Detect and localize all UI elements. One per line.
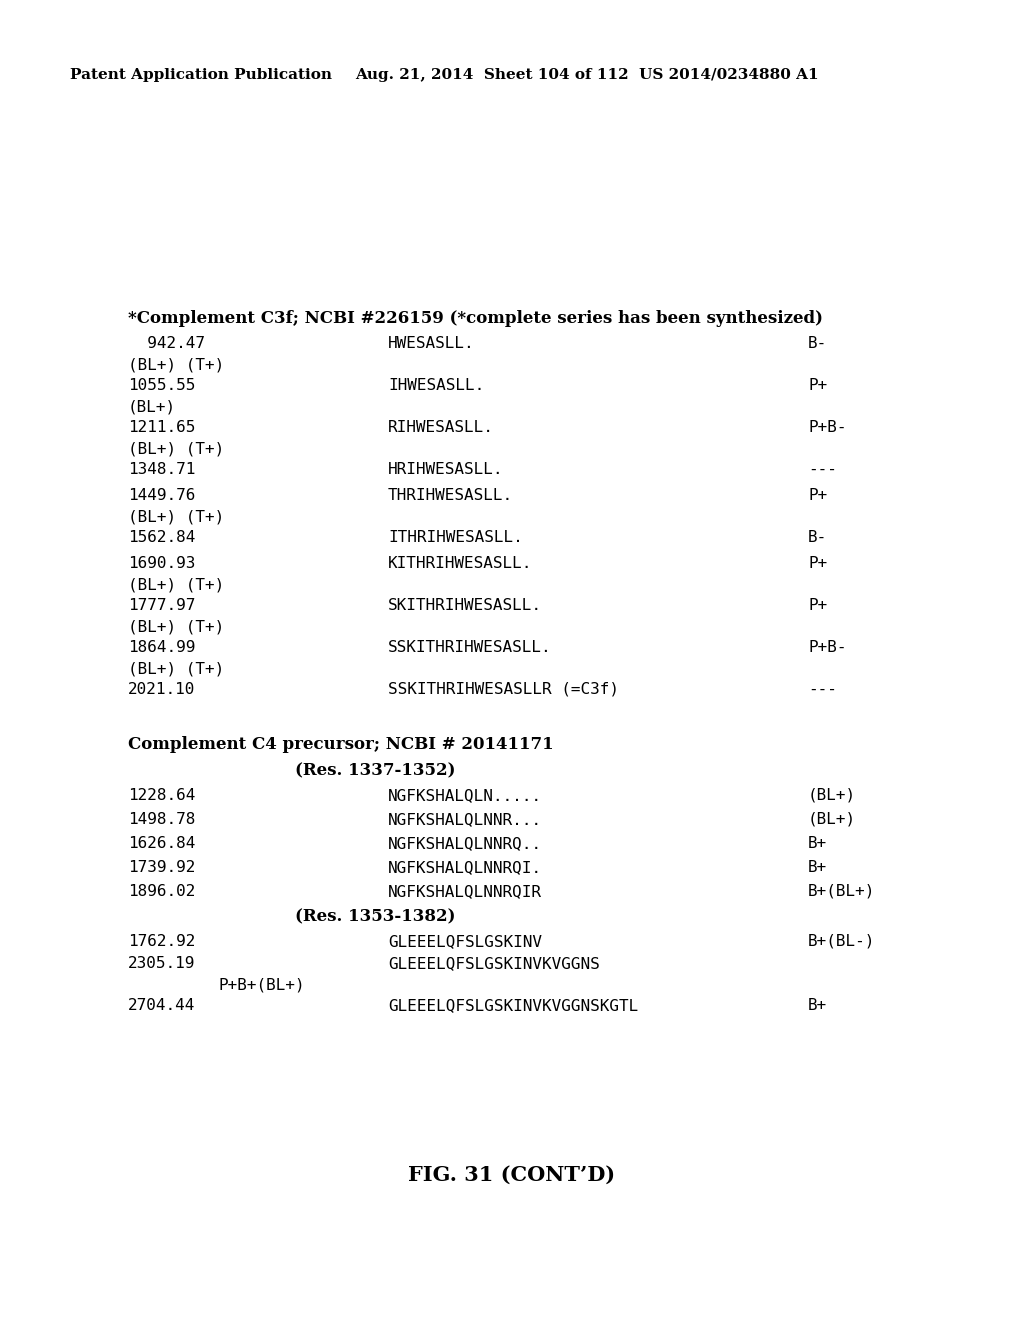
Text: SKITHRIHWESASLL.: SKITHRIHWESASLL.: [388, 598, 542, 612]
Text: 1348.71: 1348.71: [128, 462, 196, 477]
Text: GLEEELQFSLGSKINV: GLEEELQFSLGSKINV: [388, 935, 542, 949]
Text: ---: ---: [808, 682, 837, 697]
Text: Complement C4 precursor; NCBI # 20141171: Complement C4 precursor; NCBI # 20141171: [128, 737, 554, 752]
Text: 1690.93: 1690.93: [128, 556, 196, 572]
Text: 2305.19: 2305.19: [128, 956, 196, 972]
Text: NGFKSHALQLNNRQI.: NGFKSHALQLNNRQI.: [388, 861, 542, 875]
Text: (BL+) (T+): (BL+) (T+): [128, 578, 224, 593]
Text: (BL+) (T+): (BL+) (T+): [128, 442, 224, 457]
Text: IHWESASLL.: IHWESASLL.: [388, 378, 484, 393]
Text: B-: B-: [808, 337, 827, 351]
Text: GLEEELQFSLGSKINVKVGGNSKGTL: GLEEELQFSLGSKINVKVGGNSKGTL: [388, 998, 638, 1012]
Text: Aug. 21, 2014  Sheet 104 of 112  US 2014/0234880 A1: Aug. 21, 2014 Sheet 104 of 112 US 2014/0…: [355, 69, 818, 82]
Text: ITHRIHWESASLL.: ITHRIHWESASLL.: [388, 531, 522, 545]
Text: P+: P+: [808, 488, 827, 503]
Text: RIHWESASLL.: RIHWESASLL.: [388, 420, 494, 436]
Text: P+: P+: [808, 556, 827, 572]
Text: (BL+) (T+): (BL+) (T+): [128, 358, 224, 374]
Text: (BL+): (BL+): [808, 788, 856, 803]
Text: B+: B+: [808, 836, 827, 851]
Text: NGFKSHALQLNNR...: NGFKSHALQLNNR...: [388, 812, 542, 828]
Text: 1211.65: 1211.65: [128, 420, 196, 436]
Text: 1864.99: 1864.99: [128, 640, 196, 655]
Text: 2021.10: 2021.10: [128, 682, 196, 697]
Text: 2704.44: 2704.44: [128, 998, 196, 1012]
Text: 1762.92: 1762.92: [128, 935, 196, 949]
Text: B-: B-: [808, 531, 827, 545]
Text: P+: P+: [808, 598, 827, 612]
Text: NGFKSHALQLN.....: NGFKSHALQLN.....: [388, 788, 542, 803]
Text: B+(BL-): B+(BL-): [808, 935, 876, 949]
Text: B+: B+: [808, 998, 827, 1012]
Text: 1228.64: 1228.64: [128, 788, 196, 803]
Text: 1449.76: 1449.76: [128, 488, 196, 503]
Text: 1739.92: 1739.92: [128, 861, 196, 875]
Text: SSKITHRIHWESASLL.: SSKITHRIHWESASLL.: [388, 640, 552, 655]
Text: *Complement C3f; NCBI #226159 (*complete series has been synthesized): *Complement C3f; NCBI #226159 (*complete…: [128, 310, 823, 327]
Text: (Res. 1337-1352): (Res. 1337-1352): [295, 762, 456, 779]
Text: (BL+) (T+): (BL+) (T+): [128, 510, 224, 525]
Text: P+B+(BL+): P+B+(BL+): [218, 978, 304, 993]
Text: P+B-: P+B-: [808, 420, 847, 436]
Text: (BL+): (BL+): [808, 812, 856, 828]
Text: HWESASLL.: HWESASLL.: [388, 337, 475, 351]
Text: NGFKSHALQLNNRQ..: NGFKSHALQLNNRQ..: [388, 836, 542, 851]
Text: (BL+) (T+): (BL+) (T+): [128, 620, 224, 635]
Text: P+: P+: [808, 378, 827, 393]
Text: (BL+): (BL+): [128, 400, 176, 414]
Text: 1055.55: 1055.55: [128, 378, 196, 393]
Text: SSKITHRIHWESASLLR (=C3f): SSKITHRIHWESASLLR (=C3f): [388, 682, 618, 697]
Text: 1896.02: 1896.02: [128, 884, 196, 899]
Text: ---: ---: [808, 462, 837, 477]
Text: GLEEELQFSLGSKINVKVGGNS: GLEEELQFSLGSKINVKVGGNS: [388, 956, 600, 972]
Text: 1626.84: 1626.84: [128, 836, 196, 851]
Text: (BL+) (T+): (BL+) (T+): [128, 663, 224, 677]
Text: THRIHWESASLL.: THRIHWESASLL.: [388, 488, 513, 503]
Text: 942.47: 942.47: [128, 337, 205, 351]
Text: B+(BL+): B+(BL+): [808, 884, 876, 899]
Text: 1562.84: 1562.84: [128, 531, 196, 545]
Text: KITHRIHWESASLL.: KITHRIHWESASLL.: [388, 556, 532, 572]
Text: 1777.97: 1777.97: [128, 598, 196, 612]
Text: Patent Application Publication: Patent Application Publication: [70, 69, 332, 82]
Text: (Res. 1353-1382): (Res. 1353-1382): [295, 908, 456, 925]
Text: 1498.78: 1498.78: [128, 812, 196, 828]
Text: B+: B+: [808, 861, 827, 875]
Text: FIG. 31 (CONT’D): FIG. 31 (CONT’D): [409, 1166, 615, 1185]
Text: HRIHWESASLL.: HRIHWESASLL.: [388, 462, 504, 477]
Text: NGFKSHALQLNNRQIR: NGFKSHALQLNNRQIR: [388, 884, 542, 899]
Text: P+B-: P+B-: [808, 640, 847, 655]
